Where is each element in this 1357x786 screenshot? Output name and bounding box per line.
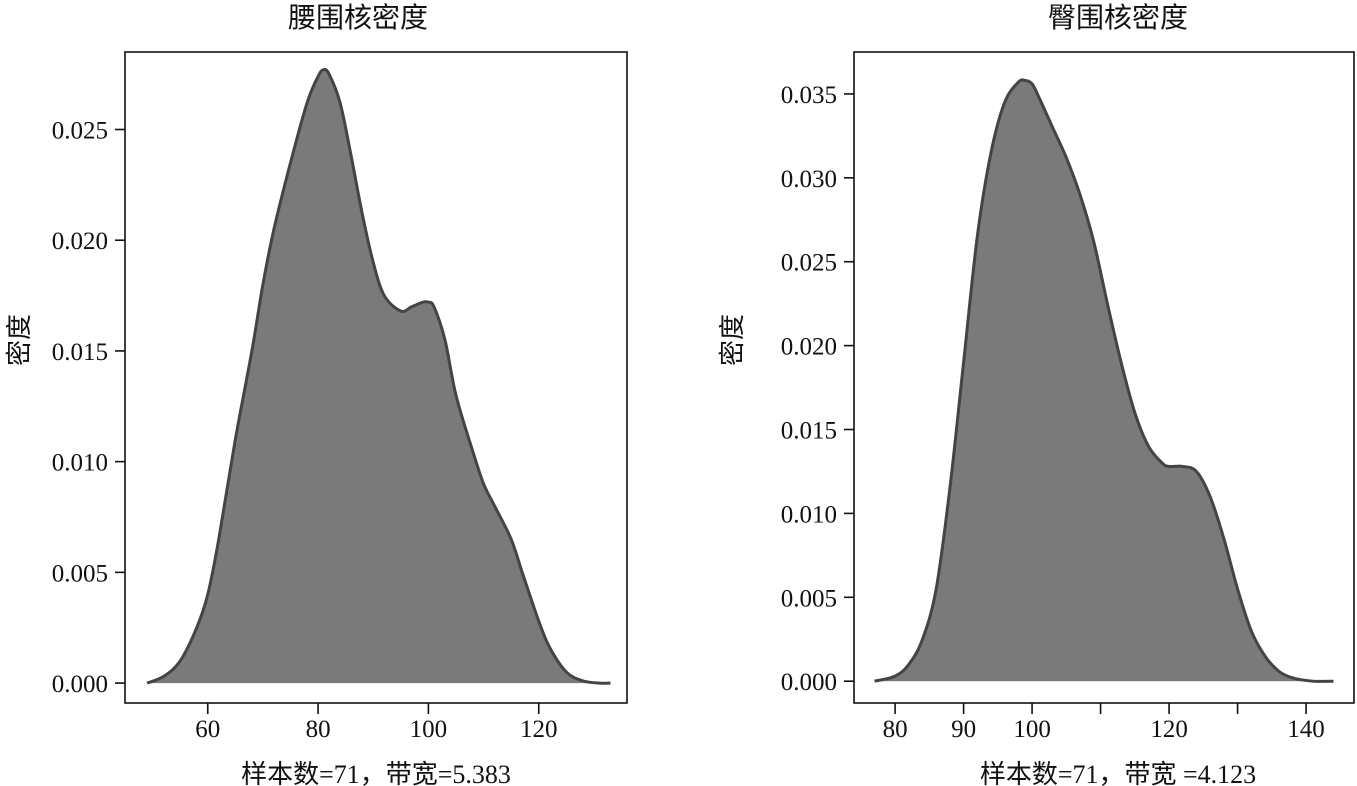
waist-y-tick-label: 0.005 [52,560,108,587]
hip-y-tick-label: 0.035 [781,82,837,109]
hip-y-axis-label: 密度 [718,314,747,366]
waist-density-area [147,69,611,684]
hip-x-tick-label: 90 [951,716,976,743]
hip-y-tick-label: 0.030 [781,166,837,193]
hip-y-tick-label: 0.010 [781,501,837,528]
hip-density-curve [874,78,1334,683]
hip-x-tick-label: 120 [1150,716,1188,743]
hip-y-tick-label: 0.000 [781,669,837,696]
waist-y-tick-label: 0.015 [52,339,108,366]
hip-plot-area [874,78,1334,683]
waist-y-tick-label: 0.020 [52,228,108,255]
hip-y-tick-label: 0.020 [781,334,837,361]
waist-y-axis-label: 密度 [5,314,34,366]
hip-y-tick-label: 0.015 [781,418,837,445]
waist-x-tick-label: 100 [410,716,448,743]
waist-x-tick-label: 120 [520,716,558,743]
waist-x-tick-label: 80 [306,716,331,743]
hip-density-area [874,79,1334,682]
waist-y-tick-label: 0.000 [52,671,108,698]
hip-chart-title: 臀围核密度 [1048,2,1188,34]
hip-y-tick-label: 0.005 [781,585,837,612]
waist-plot-area [146,67,611,685]
hip-plot-frame [853,51,1355,704]
hip-x-tick-label: 100 [1013,716,1051,743]
waist-y-tick-label: 0.025 [52,118,108,145]
waist-density-panel: 腰围核密度 密度 样本数=71，带宽=5.383 60 80 100 120 0.000… [5,2,628,786]
waist-density-curve [146,67,611,685]
waist-chart-title: 腰围核密度 [288,2,428,34]
waist-plot-frame [124,51,628,704]
hip-x-tick-label: 140 [1287,716,1325,743]
waist-y-tick-label: 0.010 [52,450,108,477]
hip-x-tick-label: 80 [883,716,908,743]
waist-x-axis-label: 样本数=71，带宽=5.383 [241,760,511,786]
hip-x-axis-label: 样本数=71，带宽 =4.123 [980,760,1256,786]
hip-density-panel: 臀围核密度 密度 样本数=71，带宽 =4.123 80 90 100 120 140 0… [718,2,1355,786]
waist-x-tick-label: 60 [195,716,220,743]
hip-y-tick-label: 0.025 [781,250,837,277]
